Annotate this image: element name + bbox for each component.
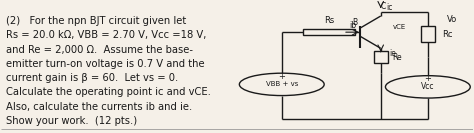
Circle shape xyxy=(239,73,324,96)
Text: E: E xyxy=(381,55,385,64)
Text: Rs = 20.0 kΩ, VBB = 2.70 V, Vcc =18 V,: Rs = 20.0 kΩ, VBB = 2.70 V, Vcc =18 V, xyxy=(6,30,207,40)
Text: +: + xyxy=(424,74,431,83)
Text: Re: Re xyxy=(392,53,402,62)
Text: current gain is β = 60.  Let vs = 0.: current gain is β = 60. Let vs = 0. xyxy=(6,73,178,83)
Text: VBB + vs: VBB + vs xyxy=(265,81,298,87)
Text: Calculate the operating point ic and vCE.: Calculate the operating point ic and vCE… xyxy=(6,88,211,97)
Text: Vcc: Vcc xyxy=(421,82,435,91)
Text: and Re = 2,000 Ω.  Assume the base-: and Re = 2,000 Ω. Assume the base- xyxy=(6,45,193,55)
Text: C: C xyxy=(381,2,386,11)
Bar xyxy=(421,26,435,42)
Circle shape xyxy=(385,76,470,98)
Bar xyxy=(374,51,388,63)
Bar xyxy=(303,29,355,35)
Text: Vo: Vo xyxy=(447,15,457,24)
Text: (2)   For the npn BJT circuit given let: (2) For the npn BJT circuit given let xyxy=(6,16,186,26)
Text: vCE: vCE xyxy=(392,24,406,30)
Text: Rs: Rs xyxy=(324,16,334,26)
Text: ie: ie xyxy=(389,49,396,58)
Text: ib: ib xyxy=(349,21,356,30)
Text: Show your work.  (12 pts.): Show your work. (12 pts.) xyxy=(6,116,137,126)
Text: Also, calculate the currents ib and ie.: Also, calculate the currents ib and ie. xyxy=(6,102,192,112)
Text: B: B xyxy=(352,18,357,27)
Text: emitter turn-on voltage is 0.7 V and the: emitter turn-on voltage is 0.7 V and the xyxy=(6,59,205,69)
Text: ic: ic xyxy=(386,3,393,12)
Text: Rc: Rc xyxy=(442,30,453,39)
Text: +: + xyxy=(278,72,285,81)
